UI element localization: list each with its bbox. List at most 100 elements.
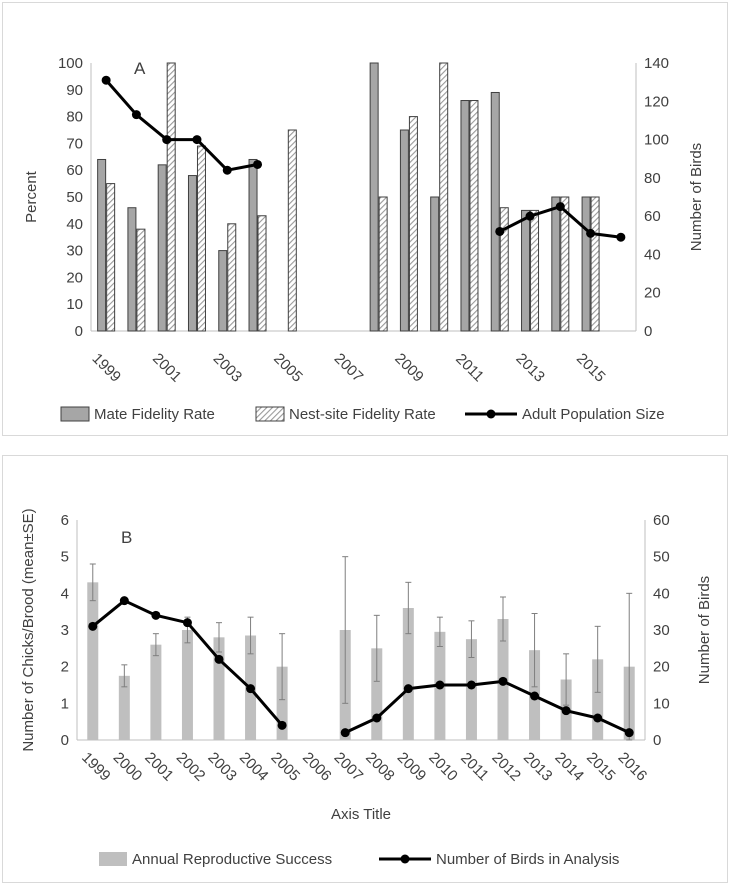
y-tick-label: 2	[61, 659, 69, 676]
series-marker	[246, 684, 256, 694]
series-marker	[586, 228, 596, 238]
x-tick-label: 2005	[267, 749, 303, 785]
legend-swatch	[99, 852, 127, 866]
y2-tick-label: 40	[653, 585, 670, 602]
x-tick-label: 2010	[425, 749, 461, 785]
y-tick-label: 100	[58, 55, 83, 72]
reproductive-success-bar	[213, 637, 225, 740]
x-tick-label: 2015	[573, 350, 609, 386]
y2-tick-label: 120	[644, 93, 669, 110]
reproductive-success-bar	[87, 582, 99, 740]
reproductive-success-bar	[402, 608, 414, 740]
series-marker	[466, 680, 476, 690]
mate-fidelity-bar	[97, 158, 107, 332]
x-tick-label: 2011	[457, 749, 492, 784]
x-tick-label: 2003	[204, 749, 240, 785]
y-tick-label: 70	[66, 135, 83, 152]
y2-tick-label: 20	[644, 285, 661, 302]
series-marker	[101, 75, 111, 85]
reproductive-success-bar	[150, 644, 162, 740]
series-marker	[403, 684, 413, 694]
y2-tick-label: 30	[653, 622, 670, 639]
series-marker	[530, 691, 540, 701]
series-marker	[435, 680, 445, 690]
legend-label: Annual Reproductive Success	[132, 851, 332, 868]
mate-fidelity-bar	[490, 91, 500, 332]
mate-fidelity-bar	[581, 196, 591, 332]
y-tick-label: 50	[66, 189, 83, 206]
y2-tick-label: 60	[644, 208, 661, 225]
reproductive-success-bar	[465, 639, 477, 740]
x-axis-title: Axis Title	[331, 806, 391, 823]
mate-fidelity-bar	[369, 62, 379, 332]
series-marker	[277, 720, 287, 730]
nest-fidelity-bar	[287, 129, 297, 332]
series-marker	[253, 159, 263, 169]
series-marker	[192, 135, 202, 145]
series-marker	[593, 713, 603, 723]
x-tick-label: 2015	[583, 749, 619, 785]
legend-label: Nest-site Fidelity Rate	[289, 406, 436, 423]
series-marker	[525, 211, 535, 221]
nest-fidelity-bar	[257, 215, 267, 332]
mate-fidelity-bar	[430, 196, 440, 332]
y2-tick-label: 60	[653, 512, 670, 529]
y-tick-label: 20	[66, 269, 83, 286]
y2-tick-label: 50	[653, 549, 670, 566]
series-marker	[340, 728, 350, 738]
series-line	[105, 79, 258, 172]
y2-tick-label: 20	[653, 659, 670, 676]
mate-fidelity-bar	[551, 196, 561, 332]
x-tick-label: 2016	[615, 749, 651, 785]
chart-panel-b: 0 1 2 3 4 5 6 0 10 20 30 40 50 60 Number of Chicks/Bro…	[2, 455, 728, 883]
mate-fidelity-bar	[399, 129, 409, 332]
y-tick-label: 90	[66, 82, 83, 99]
x-tick-label: 2008	[362, 749, 398, 785]
x-tick-label: 2013	[512, 350, 548, 386]
series-marker	[131, 110, 141, 120]
y-tick-label: 30	[66, 243, 83, 260]
series-marker	[372, 713, 382, 723]
y2-tick-label: 40	[644, 246, 661, 263]
y-tick-label: 6	[61, 512, 69, 529]
x-tick-label: 2002	[173, 749, 209, 785]
y2-axis-title: Number of Birds	[688, 143, 705, 251]
x-tick-label: 2007	[331, 350, 367, 386]
y-tick-label: 0	[75, 323, 83, 340]
series-marker	[162, 135, 172, 145]
legend-swatch	[60, 406, 90, 422]
nest-fidelity-bar	[408, 116, 418, 332]
x-tick-label: 1999	[78, 749, 114, 785]
legend-marker-swatch	[486, 409, 496, 419]
mate-fidelity-bar	[460, 100, 470, 332]
x-tick-label: 2009	[391, 350, 427, 386]
x-tick-label: 2005	[270, 350, 306, 386]
legend-label: Number of Birds in Analysis	[436, 851, 619, 868]
series-marker	[119, 596, 129, 606]
series-marker	[151, 610, 161, 620]
panel-label: A	[134, 59, 146, 78]
nest-fidelity-bar	[106, 183, 116, 332]
x-tick-label: 2003	[210, 350, 246, 386]
y-tick-label: 40	[66, 216, 83, 233]
x-tick-label: 1999	[89, 350, 125, 386]
y-tick-label: 4	[61, 585, 69, 602]
chart-panel-a: 0 10 20 30 40 50 60 70 80 90 100 0 20 40 60 80 100 120 140…	[2, 2, 728, 436]
y2-axis-title: Number of Birds	[696, 576, 713, 684]
series-marker	[498, 676, 508, 686]
y-tick-label: 10	[66, 296, 83, 313]
nest-fidelity-bar	[530, 209, 540, 332]
legend-swatch	[255, 406, 285, 422]
mate-fidelity-bar	[187, 175, 197, 332]
mate-fidelity-bar	[127, 207, 137, 332]
legend-label: Mate Fidelity Rate	[94, 406, 215, 423]
y2-tick-label: 100	[644, 132, 669, 149]
y-tick-label: 0	[61, 732, 69, 749]
series-marker	[561, 706, 571, 716]
nest-fidelity-bar	[227, 223, 237, 332]
y2-tick-label: 10	[653, 695, 670, 712]
nest-fidelity-bar	[560, 196, 570, 332]
x-tick-label: 2000	[110, 749, 146, 785]
y2-tick-label: 140	[644, 55, 669, 72]
